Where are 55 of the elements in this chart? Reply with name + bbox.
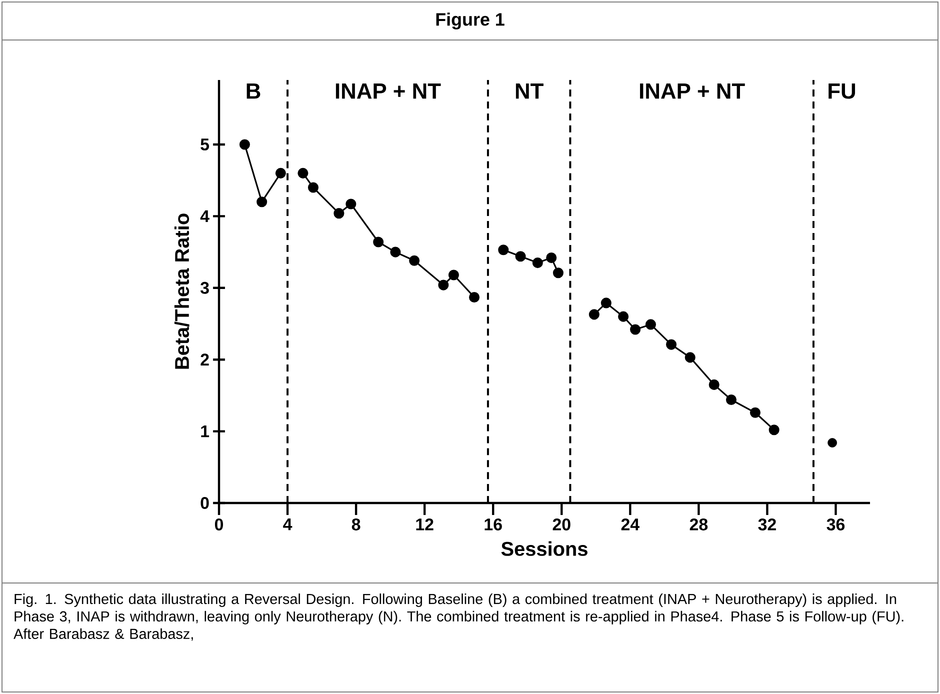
annotation: INAP + NT — [336, 84, 441, 99]
point — [618, 311, 629, 322]
point — [390, 246, 401, 258]
x-tick-label: 0 — [214, 518, 224, 530]
y-tick-label: 5 — [200, 138, 210, 150]
y-tick-label: 1 — [201, 425, 210, 438]
point — [298, 168, 308, 178]
point — [552, 268, 564, 278]
y-tick-label: 3 — [200, 282, 209, 294]
point — [546, 252, 557, 264]
point — [708, 379, 720, 390]
point — [600, 298, 612, 308]
point — [666, 339, 677, 350]
point — [468, 292, 480, 303]
point — [828, 438, 838, 448]
x-tick-label: 12 — [416, 518, 434, 530]
x-tick-label: 32 — [758, 518, 776, 530]
point — [275, 168, 286, 178]
y-tick-label: 2 — [200, 354, 209, 366]
annotation: FU — [828, 84, 856, 99]
point — [409, 255, 420, 266]
point — [438, 280, 449, 290]
x-axis-title: Sessions — [501, 541, 588, 556]
point — [308, 182, 319, 193]
x-tick-label: 36 — [826, 518, 845, 530]
point — [515, 251, 526, 262]
x-tick-label: 16 — [484, 518, 502, 530]
point — [726, 394, 737, 406]
point — [532, 258, 543, 268]
annotation: INAP + NT — [640, 84, 745, 99]
point — [645, 319, 656, 330]
point — [346, 198, 356, 210]
point — [630, 324, 641, 335]
x-tick-label: 28 — [690, 518, 708, 530]
y-axis-title: Beta/Theta Ratio — [174, 214, 190, 369]
x-tick-label: 20 — [552, 518, 570, 530]
point — [768, 424, 780, 436]
chart-title: Figure 1 — [436, 12, 504, 30]
point — [588, 309, 600, 320]
y-tick-label: 4 — [200, 210, 210, 222]
y-tick-label: 0 — [200, 496, 209, 509]
point — [498, 244, 509, 256]
point — [448, 270, 459, 280]
x-tick-label: 8 — [352, 518, 360, 530]
point — [750, 407, 761, 418]
x-tick-label: 4 — [283, 518, 292, 530]
point — [684, 352, 696, 363]
x-tick-label: 24 — [621, 518, 640, 530]
annotation: NT — [516, 84, 544, 99]
point — [334, 208, 344, 219]
point — [256, 196, 268, 208]
annotation: B — [246, 84, 260, 99]
point — [373, 236, 384, 248]
caption: Fig. 1. Synthetic data illustrating a Reversal Design. Following Baseline (B) a combined treatment (INAP + Neurotherapy) is applied. In Phase 3, INAP is withdrawn, leaving only Neurotherapy (N). The combined treatment is re-applied in Phase4. Phase 5 is Follow-up (FU). After Barabasz & Barabasz, — [14, 594, 904, 641]
point — [239, 139, 250, 150]
